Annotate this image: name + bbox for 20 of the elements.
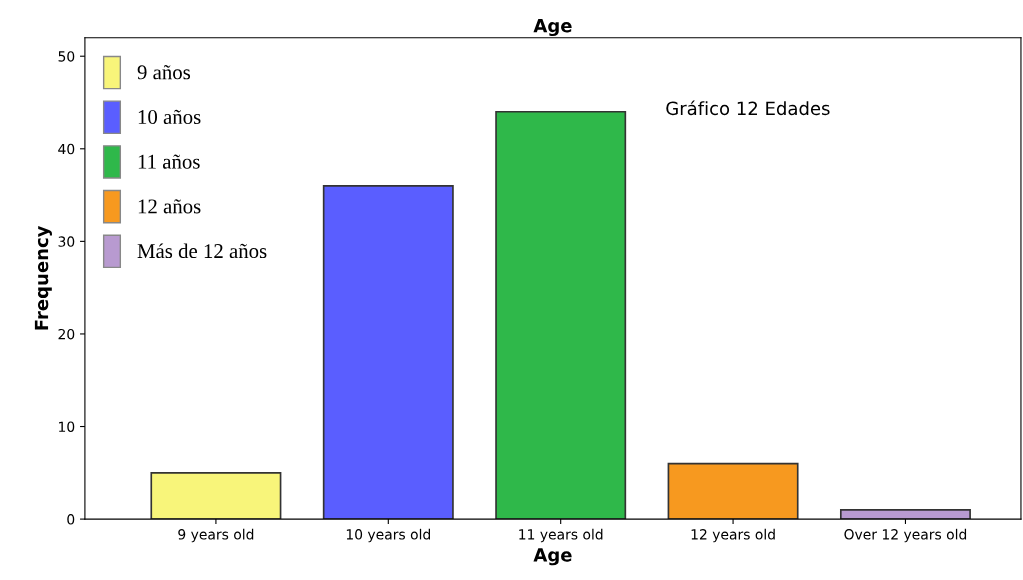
y-tick-label: 10 bbox=[59, 421, 75, 432]
legend-label: 11 años bbox=[138, 154, 200, 169]
x-tick-label: 12 years old bbox=[691, 528, 775, 543]
y-tick-label: 30 bbox=[58, 236, 75, 247]
annotation: Gráfico 12 Edades bbox=[666, 100, 830, 116]
chart-title: Age bbox=[533, 18, 572, 37]
legend-label: Más de 12 años bbox=[137, 243, 267, 259]
y-axis-title: Frequency bbox=[34, 225, 52, 330]
x-axis-title: Age bbox=[533, 548, 572, 566]
x-tick-label: 11 years old bbox=[519, 528, 603, 543]
y-tick-label: 20 bbox=[58, 328, 75, 340]
x-tick-label: 10 years old bbox=[346, 528, 430, 543]
y-tick-label: 0 bbox=[67, 514, 75, 525]
y-tick-label: 50 bbox=[58, 51, 75, 62]
legend-label: 9 años bbox=[137, 65, 191, 80]
y-tick-label: 40 bbox=[58, 143, 75, 155]
x-tick-label: Over 12 years old bbox=[844, 528, 967, 543]
x-tick-label: 9 years old bbox=[178, 528, 254, 543]
legend-label: 12 años bbox=[138, 199, 201, 214]
legend-label: 10 años bbox=[138, 109, 201, 125]
